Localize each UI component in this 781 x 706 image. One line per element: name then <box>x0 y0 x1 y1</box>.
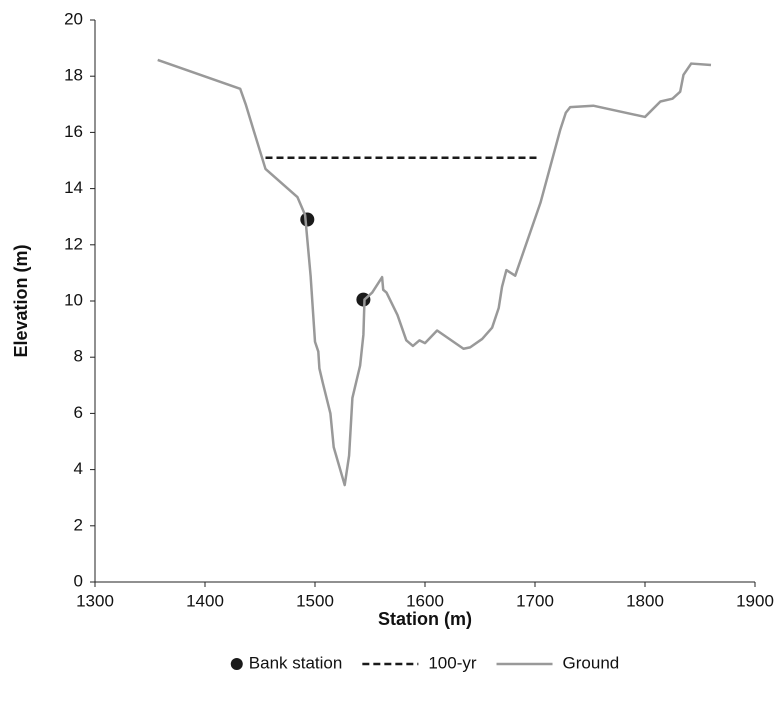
y-tick-label: 8 <box>74 347 83 366</box>
legend-label: Bank station <box>249 653 343 672</box>
bank-point <box>300 212 315 227</box>
x-tick-label: 1500 <box>296 591 334 610</box>
y-tick-label: 10 <box>64 290 83 309</box>
x-tick-label: 1600 <box>406 591 444 610</box>
y-tick-label: 16 <box>64 122 83 141</box>
y-tick-label: 18 <box>64 66 83 85</box>
y-tick-label: 2 <box>74 515 83 534</box>
y-axis-title: Elevation (m) <box>11 244 31 357</box>
x-tick-label: 1700 <box>516 591 554 610</box>
x-tick-label: 1300 <box>76 591 114 610</box>
x-tick-label: 1400 <box>186 591 224 610</box>
legend-marker <box>230 658 243 670</box>
x-tick-label: 1800 <box>626 591 664 610</box>
x-tick-label: 1900 <box>736 591 774 610</box>
x-axis-title: Station (m) <box>378 609 472 629</box>
legend-label: 100-yr <box>428 653 477 672</box>
y-tick-label: 14 <box>64 178 83 197</box>
y-tick-label: 0 <box>74 571 83 590</box>
y-tick-label: 20 <box>64 9 83 28</box>
legend-label: Ground <box>563 653 620 672</box>
y-tick-label: 12 <box>64 234 83 253</box>
y-tick-label: 6 <box>74 403 83 422</box>
y-tick-label: 4 <box>74 459 83 478</box>
ground-line <box>157 58 712 487</box>
